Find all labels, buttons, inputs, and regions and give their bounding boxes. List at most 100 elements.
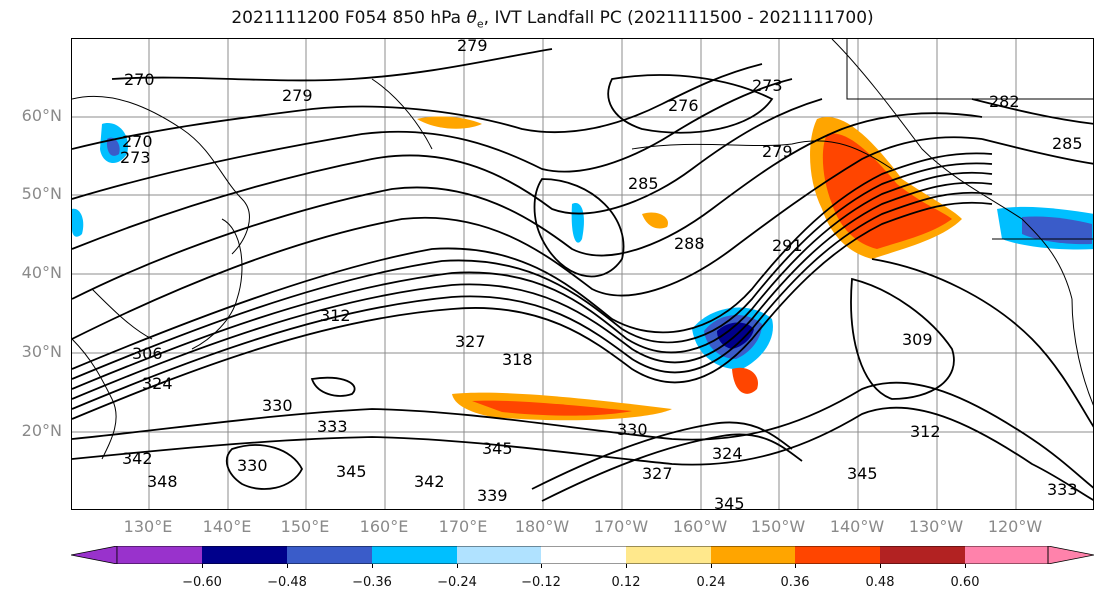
colorbar-bin: [202, 546, 287, 564]
title-prefix: 2021111200 F054 850 hPa: [231, 8, 467, 28]
lat-label: 30°N: [21, 342, 62, 361]
colorbar-tickmark: [711, 564, 712, 568]
contour-loop: [310, 376, 356, 397]
asia-coast: [72, 95, 250, 255]
contour-loop: [607, 74, 774, 134]
contour-label: 330: [262, 396, 293, 415]
east-positive-blob: [732, 367, 758, 394]
contour-label: 327: [642, 464, 673, 483]
map-title: 2021111200 F054 850 hPa θe, IVT Landfall…: [0, 8, 1105, 30]
contour-line: [72, 171, 993, 390]
contour-label: 285: [628, 174, 659, 193]
contour-line: [72, 112, 983, 300]
lat-label: 40°N: [21, 263, 62, 282]
contour-label: 324: [712, 444, 743, 463]
contour-line: [531, 421, 793, 490]
colorbar-bin: [880, 546, 965, 564]
contour-label: 330: [237, 456, 268, 475]
contour-label: 309: [902, 330, 933, 349]
bering-positive: [417, 116, 482, 129]
contour-label: 279: [282, 86, 313, 105]
subtropical-positive-core: [472, 400, 632, 416]
contour-label: 327: [455, 332, 486, 351]
lat-label: 50°N: [21, 184, 62, 203]
title-theta: θ: [466, 8, 477, 28]
contour-label: 339: [477, 486, 508, 505]
lon-label: 140°E: [202, 517, 252, 536]
colorbar-tick-label: −0.36: [352, 575, 392, 590]
lat-label: 60°N: [21, 106, 62, 125]
colorbar-tickmark: [626, 564, 627, 568]
lon-label: 120°W: [987, 517, 1043, 536]
colorbar-bin: [626, 546, 711, 564]
contour-line: [72, 381, 1093, 489]
contour-label: 342: [414, 472, 445, 491]
alaska-border: [846, 39, 1093, 100]
lon-label: 130°W: [908, 517, 964, 536]
colorbar-bin: [795, 546, 880, 564]
colorbar-tickmark: [965, 564, 966, 568]
contour-label: 345: [482, 439, 513, 458]
contour-line: [72, 191, 993, 410]
colorbar-bin: [711, 546, 795, 564]
colorbar-tick-label: 0.24: [696, 575, 726, 590]
graticule: [72, 39, 1093, 509]
contour-line: [72, 98, 823, 250]
colorbar-tickmark: [457, 564, 458, 568]
contour-label: 279: [762, 142, 793, 161]
contour-line: [971, 98, 1093, 125]
contour-loop: [533, 178, 625, 278]
contour-label: 330: [617, 420, 648, 439]
lon-label: 150°W: [750, 517, 806, 536]
colorbar-tick-label: 0.12: [611, 575, 641, 590]
colorbar-extend-low: [71, 546, 118, 564]
title-theta-sub: e: [476, 17, 484, 31]
contour-line: [111, 48, 553, 82]
contour-line: [72, 406, 1093, 501]
contour-label: 285: [1052, 134, 1083, 153]
contour-label: 273: [752, 76, 783, 95]
colorbar-tickmark: [541, 564, 542, 568]
dateline-negative: [571, 203, 584, 243]
california-coast: [1071, 298, 1093, 406]
contour-loop: [225, 444, 304, 490]
contour-label: 282: [989, 92, 1020, 111]
contour-label: 345: [336, 462, 367, 481]
lat-label: 20°N: [21, 421, 62, 440]
contour-label: 345: [847, 464, 878, 483]
contour-loop: [850, 277, 955, 400]
contour-label: 312: [910, 422, 941, 441]
title-suffix: , IVT Landfall PC (2021111500 - 20211117…: [483, 8, 874, 28]
contour-label: 348: [147, 472, 178, 491]
contour-line: [72, 201, 993, 420]
contour-line: [72, 181, 993, 400]
colorbar-tickmark: [287, 564, 288, 568]
contour-label: 279: [457, 39, 488, 55]
china-coast: [72, 338, 117, 460]
kamchatka-coast: [371, 78, 433, 150]
japan-coast: [191, 218, 243, 350]
colorbar-bin: [372, 546, 457, 564]
contour-line: [72, 136, 983, 340]
lon-label: 180°W: [514, 517, 570, 536]
colorbar-tick-label: −0.48: [267, 575, 307, 590]
colorbar-outline: [116, 546, 1049, 564]
colorbar-tickmark: [795, 564, 796, 568]
contour-line: [72, 162, 993, 380]
contour-line: [871, 258, 1093, 428]
contour-label: 333: [317, 417, 348, 436]
lon-label: 160°W: [672, 517, 728, 536]
contour-line: [72, 78, 793, 200]
contour-label: 306: [132, 344, 163, 363]
contour-line: [981, 138, 1093, 165]
contour-label: 345: [714, 494, 745, 510]
na-coast: [831, 39, 1073, 300]
lon-label: 140°W: [829, 517, 885, 536]
colorbar-bin: [287, 546, 372, 564]
colorbar-tick-label: 0.48: [865, 575, 895, 590]
contour-label: 291: [772, 236, 803, 255]
west-edge-negative: [72, 208, 84, 237]
central-positive: [642, 212, 668, 229]
colorbar-tick-label: 0.36: [780, 575, 810, 590]
contour-label: 276: [668, 96, 699, 115]
